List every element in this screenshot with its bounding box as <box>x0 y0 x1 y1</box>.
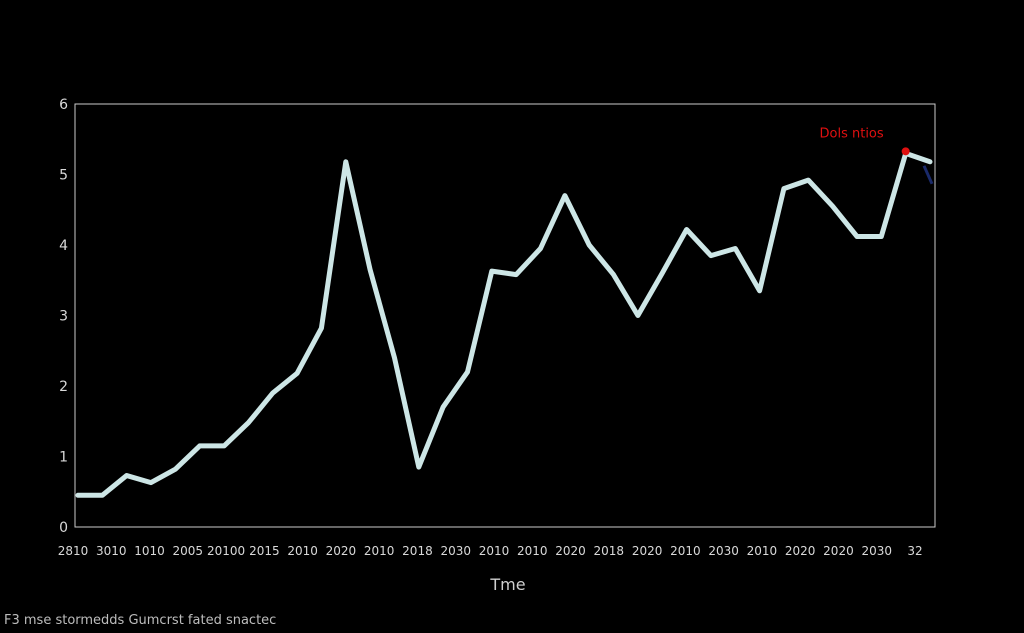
x-tick-label: 2010 <box>364 544 395 558</box>
x-tick-label: 2020 <box>823 544 854 558</box>
annotation-arrow <box>922 165 934 185</box>
x-tick-label: 2018 <box>402 544 433 558</box>
x-tick-label: 3010 <box>96 544 127 558</box>
y-tick-label: 6 <box>59 97 68 113</box>
x-tick-label: 2030 <box>861 544 892 558</box>
x-tick-label: 20100 <box>207 544 245 558</box>
x-tick-label: 2010 <box>479 544 510 558</box>
x-tick-label: 32 <box>907 544 922 558</box>
x-tick-label: 2005 <box>173 544 204 558</box>
x-tick-label: 2018 <box>594 544 625 558</box>
series-layer <box>75 150 933 498</box>
x-tick-label: 2015 <box>249 544 280 558</box>
y-tick-label: 2 <box>59 379 68 395</box>
y-tick-label: 5 <box>59 168 68 184</box>
annotation-layer: Dols ntios <box>820 126 934 185</box>
y-axis-ticks: 0 1 2 3 4 5 6 <box>59 97 68 536</box>
x-tick-label: 2020 <box>632 544 663 558</box>
x-tick-label: 2010 <box>287 544 318 558</box>
y-tick-label: 4 <box>59 238 68 254</box>
x-axis-ticks: 2810 3010 1010 2005 20100 2015 2010 2020 2010 201… <box>58 544 923 558</box>
x-tick-label: 1010 <box>134 544 165 558</box>
y-tick-label: 1 <box>59 450 68 466</box>
x-tick-label: 2010 <box>670 544 701 558</box>
x-tick-label: 2030 <box>708 544 739 558</box>
series-line <box>75 150 933 498</box>
annotation-label: Dols ntios <box>820 126 884 141</box>
annotation-marker <box>901 147 910 156</box>
x-tick-label: 2020 <box>785 544 816 558</box>
y-tick-label: 0 <box>59 520 68 536</box>
x-axis-title: Tme <box>489 575 525 594</box>
footer-note: F3 mse stormedds Gumcrst fated snactec <box>4 613 277 628</box>
x-tick-label: 2020 <box>326 544 357 558</box>
x-tick-label: 2010 <box>517 544 548 558</box>
y-tick-label: 3 <box>59 309 68 325</box>
x-tick-label: 2010 <box>747 544 778 558</box>
x-tick-label: 2020 <box>555 544 586 558</box>
x-tick-label: 2810 <box>58 544 89 558</box>
plot-area-frame <box>74 103 936 528</box>
x-tick-label: 2030 <box>440 544 471 558</box>
